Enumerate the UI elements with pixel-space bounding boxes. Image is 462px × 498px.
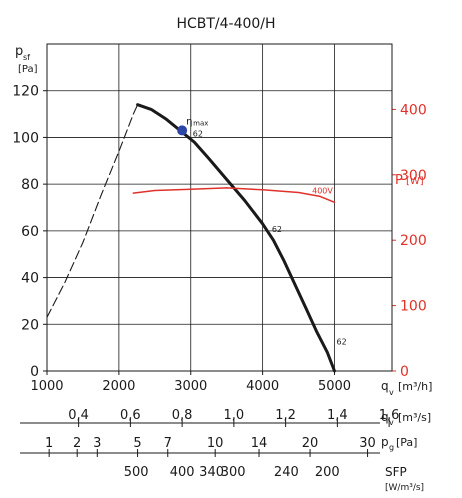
power-axis-unit: [W]: [406, 176, 424, 187]
scale-sfp-unit: [W/m³/s]: [385, 483, 424, 493]
annotation-0: 62: [193, 129, 203, 138]
left-tick-label-20: 20: [21, 317, 39, 333]
right-tick-label-0: 0: [400, 364, 409, 380]
eta-max-marker: η max: [177, 116, 208, 136]
scale_pg-label-0: 1: [45, 436, 53, 451]
y-axis-label-sub: sf: [23, 53, 30, 62]
scale_ms-label-1: 0,6: [120, 408, 141, 423]
x-axis-label-sub: v: [389, 388, 394, 397]
scale_pg-label-4: 7: [164, 436, 172, 451]
x-axis-ticks: 1000 2000 3000 4000 5000: [30, 371, 351, 394]
left-tick-label-120: 120: [12, 84, 39, 100]
scale_pg-label-7: 20: [302, 436, 319, 451]
series-line-2: [132, 187, 336, 204]
x-axis-label-main: q: [381, 379, 389, 393]
chart-title: HCBT/4-400/H: [176, 16, 275, 32]
x-tick-label-2000: 2000: [102, 379, 135, 394]
scale-ms-label-sub: v: [389, 418, 394, 427]
eta-max-point: [177, 125, 188, 136]
scale_sfp-label-1: 400: [170, 465, 195, 480]
eta-max-sub: max: [193, 119, 208, 127]
annotations: 62 62 62: [193, 129, 347, 346]
plot-frame: [46, 43, 393, 372]
series-layer: [46, 103, 336, 373]
y-axis-unit: [Pa]: [18, 64, 38, 75]
scale_pg-label-2: 3: [93, 436, 101, 451]
scale-dynamic-pressure: 1 2 3 5 7 10 14 20 30: [20, 436, 380, 457]
scale_ms-label-3: 1,0: [224, 408, 245, 423]
scale_sfp-label-3: 300: [221, 465, 246, 480]
scale_ms-label-4: 1,2: [275, 408, 296, 423]
x-tick-label-1000: 1000: [30, 379, 63, 394]
right-tick-label-400: 400: [400, 102, 427, 118]
series-label-400v: 400V: [312, 186, 333, 195]
scale-pg-unit: [Pa]: [396, 436, 417, 449]
scale_ms-label-2: 0,8: [172, 408, 193, 423]
right-axis-ticks: 0 100 200 300 400: [392, 102, 427, 380]
left-tick-label-60: 60: [21, 224, 39, 240]
scale-pg-label-main: p: [381, 435, 389, 449]
scale_sfp-label-4: 240: [274, 465, 299, 480]
scale_ms-label-0: 0,4: [68, 408, 89, 423]
gridlines: [47, 44, 392, 371]
right-tick-label-300: 300: [400, 168, 427, 184]
right-tick-label-100: 100: [400, 299, 427, 315]
x-axis-label: q v [m³/h]: [381, 379, 432, 397]
scale_ms-label-6: 1,6: [379, 408, 400, 423]
x-axis-unit: [m³/h]: [398, 380, 432, 393]
scale_sfp-label-5: 200: [315, 465, 340, 480]
y-axis-label: p sf [Pa]: [15, 44, 38, 75]
scale_sfp-label-2: 340: [199, 465, 224, 480]
scale-ms-label-main: q: [381, 410, 389, 424]
series-name-400v: 400V: [312, 186, 333, 195]
scale_pg-label-5: 10: [207, 436, 224, 451]
scale-pg-label-sub: g: [389, 443, 394, 452]
eta-max-label: η: [186, 116, 192, 127]
scale_pg-label-6: 14: [251, 436, 268, 451]
power-axis-label: P [W]: [395, 173, 424, 188]
scale_pg-label-1: 2: [73, 436, 81, 451]
scale-flow-ms: 0,4 0,6 0,8 1,0 1,2 1,4 1,6: [20, 408, 399, 427]
annotation-1: 62: [272, 225, 282, 234]
scale_sfp-label-0: 500: [124, 465, 149, 480]
scale-pg-label: p g [Pa]: [381, 435, 417, 452]
left-tick-label-40: 40: [21, 271, 39, 287]
annotation-2: 62: [337, 337, 347, 346]
right-tick-label-200: 200: [400, 233, 427, 249]
scale_pg-label-3: 5: [133, 436, 141, 451]
scale_ms-label-5: 1,4: [327, 408, 348, 423]
series-line-1: [136, 103, 336, 373]
x-tick-label-4000: 4000: [246, 379, 279, 394]
scale-ms-unit: [m³/s]: [398, 411, 431, 424]
left-tick-label-100: 100: [12, 130, 39, 146]
scale-sfp-label-main: SFP: [385, 465, 407, 479]
power-axis-label-main: P: [395, 173, 403, 188]
left-axis-ticks: 0 20 40 60 80 100 120: [12, 84, 47, 380]
scale-flow-ms-label: q v [m³/s]: [381, 410, 431, 427]
scale_pg-label-8: 30: [359, 436, 376, 451]
x-tick-label-3000: 3000: [174, 379, 207, 394]
series-line-0: [46, 104, 139, 318]
y-axis-label-main: p: [15, 44, 23, 59]
left-tick-label-0: 0: [30, 364, 39, 380]
left-tick-label-80: 80: [21, 177, 39, 193]
scale-sfp-label: SFP [W/m³/s]: [385, 465, 424, 493]
x-tick-label-5000: 5000: [318, 379, 351, 394]
